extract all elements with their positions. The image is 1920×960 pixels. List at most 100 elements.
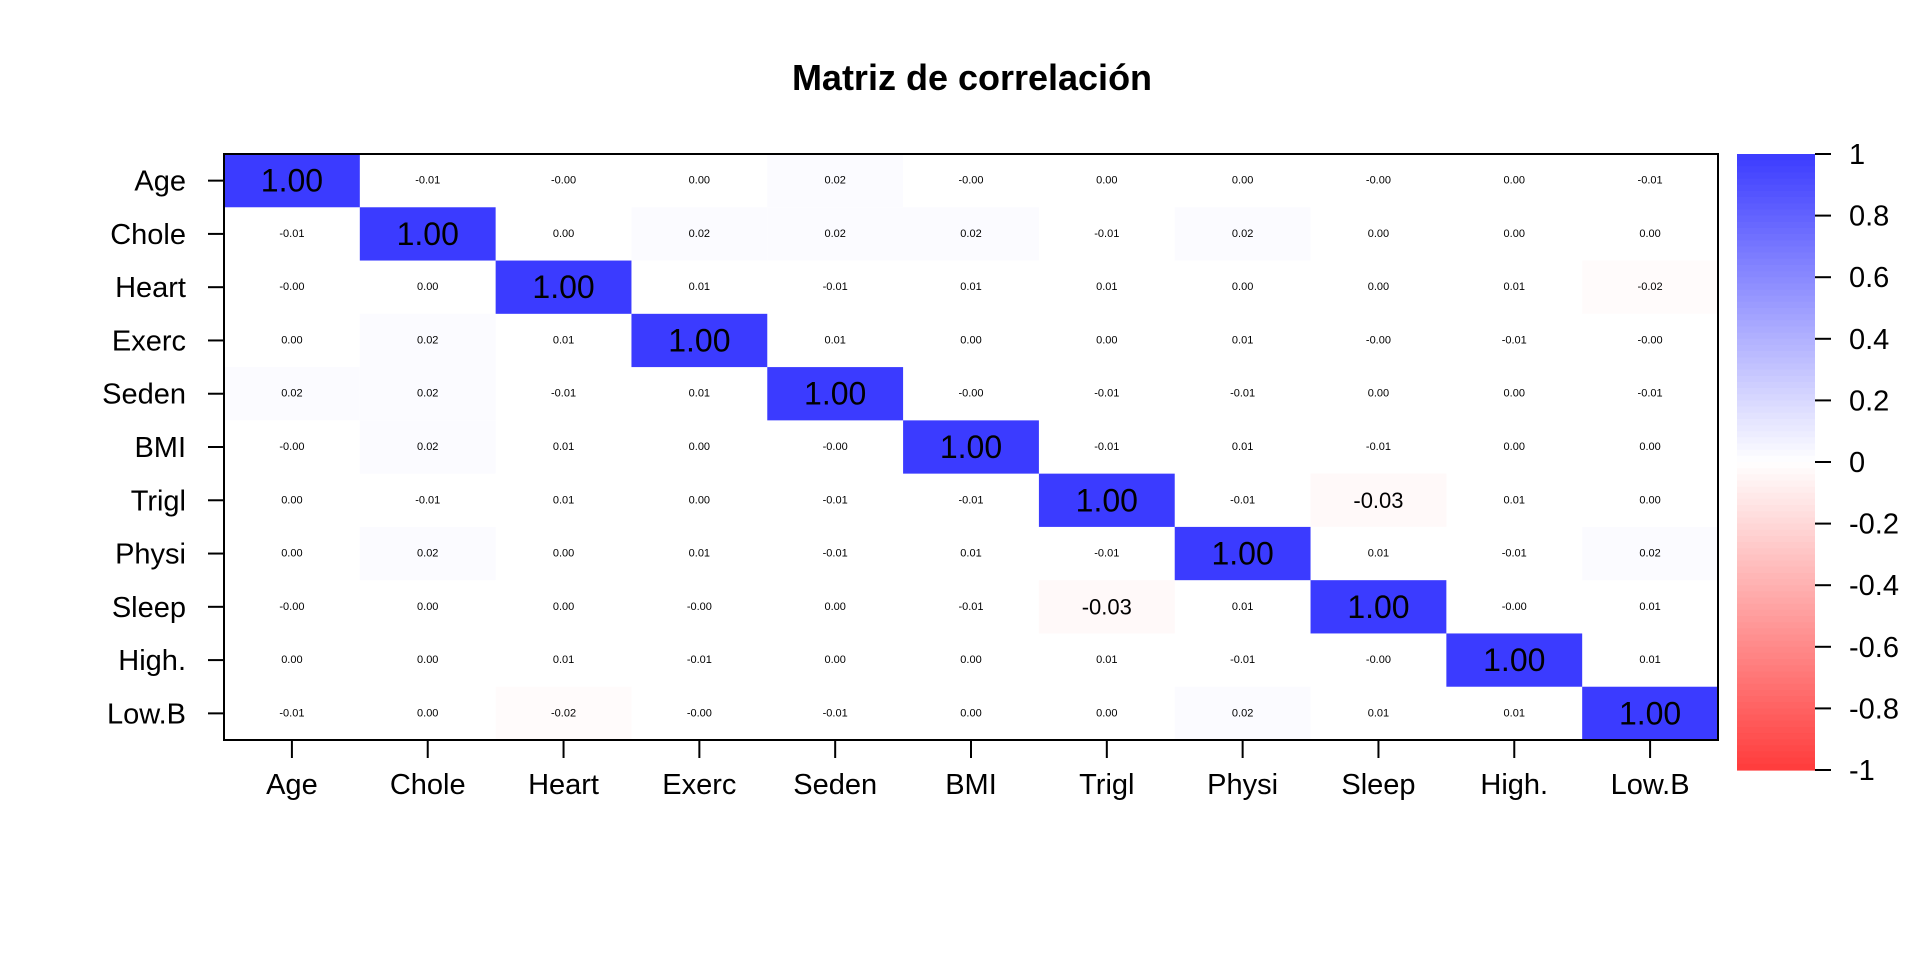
- cell-value-label: -0.00: [1638, 334, 1663, 346]
- cell-value-label: -0.00: [1502, 601, 1527, 613]
- legend-swatch: [1737, 344, 1815, 352]
- y-tick-label: Physi: [115, 539, 186, 571]
- legend-swatch: [1737, 215, 1815, 223]
- legend-swatch: [1737, 301, 1815, 309]
- legend-swatch: [1737, 572, 1815, 580]
- legend-swatch: [1737, 597, 1815, 605]
- cell-value-label: 0.01: [960, 281, 981, 293]
- heatmap-cell: [1174, 526, 1311, 581]
- cell-value-label: 1.00: [804, 376, 866, 412]
- legend-swatch: [1737, 634, 1815, 642]
- x-tick-label: Low.B: [1611, 769, 1690, 801]
- legend-swatch: [1737, 400, 1815, 408]
- legend-swatch: [1737, 745, 1815, 753]
- cell-value-label: -0.02: [551, 707, 576, 719]
- legend-swatch: [1737, 271, 1815, 278]
- legend-swatch: [1737, 172, 1815, 180]
- cell-value-label: -0.00: [1366, 175, 1391, 187]
- cell-value-label: 0.00: [1368, 388, 1389, 400]
- legend-swatch: [1737, 351, 1815, 358]
- cell-value-label: -0.01: [1094, 548, 1119, 560]
- cell-value-label: 0.01: [1639, 601, 1660, 613]
- legend-swatch: [1737, 462, 1815, 469]
- cell-value-label: -0.01: [415, 175, 440, 187]
- cell-value-label: 0.00: [417, 281, 438, 293]
- legend-swatch: [1737, 603, 1815, 611]
- cell-value-label: -0.01: [958, 601, 983, 613]
- cell-value-label: 0.00: [281, 494, 302, 506]
- cell-value-label: -0.01: [1502, 548, 1527, 560]
- cell-value-label: -0.01: [1230, 494, 1255, 506]
- legend-tick-label: -0.2: [1849, 509, 1899, 541]
- heatmap-cell: [767, 154, 904, 208]
- cell-value-label: 0.02: [824, 228, 845, 240]
- heatmap-cell: [1174, 686, 1311, 740]
- legend-swatch: [1737, 689, 1815, 697]
- y-tick-label: Low.B: [107, 698, 186, 730]
- heatmap-cell: [1582, 260, 1718, 314]
- heatmap-cell: [1446, 633, 1583, 687]
- cell-value-label: 0.01: [553, 654, 574, 666]
- heatmap-cell: [1582, 526, 1718, 581]
- cell-value-label: -0.00: [687, 601, 712, 613]
- legend-swatch: [1737, 308, 1815, 315]
- x-tick-label: High.: [1480, 769, 1548, 801]
- legend-swatch: [1737, 240, 1815, 247]
- legend-swatch: [1737, 763, 1815, 771]
- legend-swatch: [1737, 708, 1815, 716]
- cell-value-label: -0.01: [1094, 441, 1119, 453]
- legend-tick-label: 1: [1849, 139, 1865, 171]
- cell-value-label: 0.01: [1368, 548, 1389, 560]
- heatmap-cell: [359, 207, 496, 261]
- cell-value-label: -0.00: [551, 175, 576, 187]
- legend-swatch: [1737, 227, 1815, 235]
- cell-value-label: 1.00: [1619, 695, 1681, 731]
- heatmap-cell: [359, 313, 496, 368]
- cell-value-label: -0.01: [823, 281, 848, 293]
- cell-value-label: -0.00: [823, 441, 848, 453]
- cell-value-label: 0.00: [417, 601, 438, 613]
- cell-value-label: -0.01: [823, 707, 848, 719]
- legend-swatch: [1737, 671, 1815, 679]
- x-tick-label: Age: [266, 769, 318, 801]
- cell-value-label: 1.00: [1076, 482, 1138, 518]
- cell-value-label: -0.01: [687, 654, 712, 666]
- legend-swatch: [1737, 338, 1815, 346]
- x-tick-label: Seden: [793, 769, 877, 801]
- legend-swatch: [1737, 283, 1815, 291]
- legend-swatch: [1737, 733, 1815, 740]
- heatmap-cell: [1310, 473, 1447, 527]
- legend-swatch: [1737, 449, 1815, 457]
- cell-value-label: 0.02: [417, 441, 438, 453]
- x-tick-label: Sleep: [1341, 769, 1415, 801]
- y-tick-label: Seden: [102, 379, 186, 411]
- cell-value-label: 0.00: [1504, 228, 1525, 240]
- cell-value-label: -0.00: [279, 281, 304, 293]
- legend-swatch: [1737, 425, 1815, 432]
- legend-swatch: [1737, 412, 1815, 420]
- cell-value-label: 0.00: [1232, 175, 1253, 187]
- legend-swatch: [1737, 683, 1815, 691]
- cell-value-label: 0.00: [553, 228, 574, 240]
- legend-swatch: [1737, 622, 1815, 629]
- legend-swatch: [1737, 289, 1815, 297]
- legend-swatch: [1737, 295, 1815, 303]
- heatmap-cell: [767, 367, 904, 421]
- cell-value-label: 0.01: [1096, 281, 1117, 293]
- y-tick-label: Chole: [110, 219, 186, 251]
- legend-swatch: [1737, 579, 1815, 586]
- cell-value-label: 0.01: [960, 548, 981, 560]
- legend-swatch: [1737, 702, 1815, 709]
- cell-value-label: 0.00: [1096, 707, 1117, 719]
- legend-swatch: [1737, 437, 1815, 445]
- cell-value-label: -0.01: [1502, 334, 1527, 346]
- legend-swatch: [1737, 486, 1815, 494]
- cell-value-label: 0.02: [1232, 228, 1253, 240]
- legend-swatch: [1737, 542, 1815, 549]
- cell-value-label: -0.01: [279, 228, 304, 240]
- cell-value-label: 0.02: [1232, 707, 1253, 719]
- legend-swatch: [1737, 431, 1815, 438]
- legend-swatch: [1737, 492, 1815, 500]
- legend-swatch: [1737, 234, 1815, 241]
